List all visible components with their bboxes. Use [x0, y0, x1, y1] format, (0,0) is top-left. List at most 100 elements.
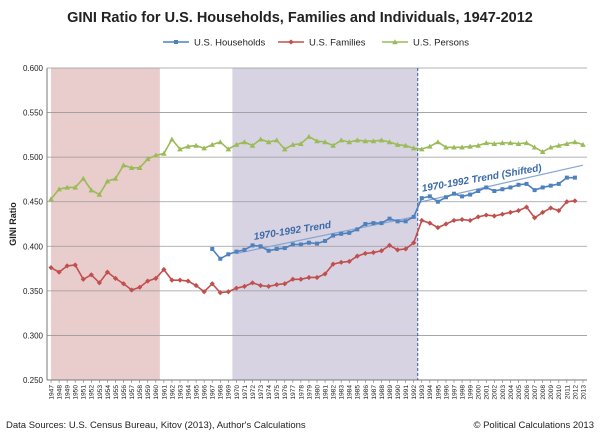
- data-point: [548, 183, 553, 188]
- x-tick-label: 1997: [451, 385, 458, 400]
- data-point: [153, 275, 159, 281]
- x-tick-label: 1978: [298, 385, 305, 400]
- data-point: [120, 162, 127, 168]
- x-tick-label: 1998: [459, 385, 466, 400]
- data-point: [379, 221, 384, 226]
- data-point: [435, 139, 441, 145]
- x-tick-label: 1966: [202, 385, 209, 400]
- data-point: [402, 142, 409, 148]
- data-point: [362, 250, 368, 257]
- data-point: [483, 140, 490, 146]
- data-point: [555, 142, 562, 148]
- data-point: [315, 241, 319, 246]
- data-point: [88, 187, 95, 193]
- data-point: [225, 146, 232, 152]
- x-tick-label: 1996: [443, 385, 450, 400]
- data-point: [330, 261, 336, 267]
- data-point: [484, 185, 489, 190]
- y-tick-label: 0.350: [23, 287, 44, 296]
- x-tick-label: 1968: [218, 385, 225, 400]
- data-point: [339, 231, 344, 236]
- x-tick-label: 1963: [177, 385, 184, 400]
- x-tick-label: 1999: [468, 385, 475, 400]
- x-tick-label: 1984: [347, 385, 354, 400]
- data-point: [483, 212, 489, 218]
- data-point: [451, 144, 457, 150]
- data-point: [298, 140, 304, 146]
- shaded-region-0: [51, 68, 160, 380]
- x-tick-label: 1952: [89, 385, 96, 400]
- data-point: [491, 140, 498, 146]
- data-point: [460, 194, 465, 199]
- legend-label: U.S. Families: [309, 38, 366, 49]
- data-point: [476, 189, 481, 194]
- data-point: [169, 277, 175, 283]
- y-tick-label: 0.500: [23, 153, 44, 162]
- data-point: [459, 216, 465, 223]
- data-point: [120, 281, 127, 287]
- x-tick-label: 1977: [290, 385, 297, 400]
- data-point: [265, 139, 272, 145]
- data-point: [225, 289, 231, 295]
- data-point: [531, 144, 538, 150]
- data-point: [475, 214, 481, 220]
- data-point: [564, 140, 570, 146]
- x-tick-label: 1979: [306, 385, 313, 400]
- x-tick-label: 1993: [419, 385, 426, 400]
- x-tick-label: 1962: [169, 385, 176, 400]
- data-point: [72, 262, 78, 268]
- y-tick-label: 0.250: [23, 376, 44, 385]
- data-point: [48, 196, 54, 202]
- x-tick-label: 1958: [137, 385, 144, 400]
- y-axis-label: GINI Ratio: [8, 202, 18, 246]
- data-point: [532, 215, 538, 221]
- data-point: [523, 204, 530, 210]
- data-point: [64, 184, 70, 190]
- data-point: [435, 224, 441, 231]
- data-point: [290, 276, 296, 282]
- data-point: [322, 271, 328, 277]
- data-point: [274, 282, 280, 288]
- x-tick-label: 2007: [532, 385, 539, 400]
- data-point: [323, 238, 328, 243]
- chart-title: GINI Ratio for U.S. Households, Families…: [67, 10, 533, 26]
- data-point: [346, 139, 353, 145]
- data-point: [306, 240, 311, 245]
- legend-label: U.S. Persons: [413, 38, 469, 49]
- series-u-s-households: [210, 175, 577, 261]
- x-tick-label: 1972: [250, 385, 257, 400]
- x-tick-label: 2008: [540, 385, 547, 400]
- data-point: [104, 269, 111, 275]
- data-point: [580, 141, 586, 147]
- data-point: [209, 141, 216, 147]
- data-point: [346, 258, 352, 265]
- series-u-s-families: [48, 198, 578, 296]
- x-tick-label: 1989: [387, 385, 394, 400]
- data-point: [96, 191, 103, 197]
- data-point: [524, 181, 529, 186]
- series-u-s-persons: [48, 133, 586, 202]
- data-point: [459, 144, 465, 150]
- series-lines: [48, 133, 586, 296]
- data-point: [242, 247, 247, 252]
- data-point: [572, 175, 577, 180]
- x-tick-label: 1974: [266, 385, 273, 400]
- data-point: [210, 246, 215, 251]
- data-point: [56, 186, 62, 192]
- x-tick-label: 1947: [48, 385, 55, 400]
- data-point: [387, 216, 392, 221]
- data-point: [572, 198, 578, 204]
- data-point: [338, 137, 344, 143]
- data-point: [80, 276, 86, 282]
- data-point: [507, 209, 514, 216]
- x-tick-label: 1994: [427, 385, 434, 400]
- data-point: [290, 141, 296, 147]
- data-point: [322, 139, 328, 145]
- shaded-regions: [51, 68, 418, 380]
- data-point: [226, 252, 231, 257]
- data-point: [540, 185, 545, 190]
- x-tick-label: 1955: [113, 385, 120, 400]
- data-point: [547, 144, 554, 150]
- x-tick-label: 2002: [492, 385, 499, 400]
- data-point: [177, 277, 183, 283]
